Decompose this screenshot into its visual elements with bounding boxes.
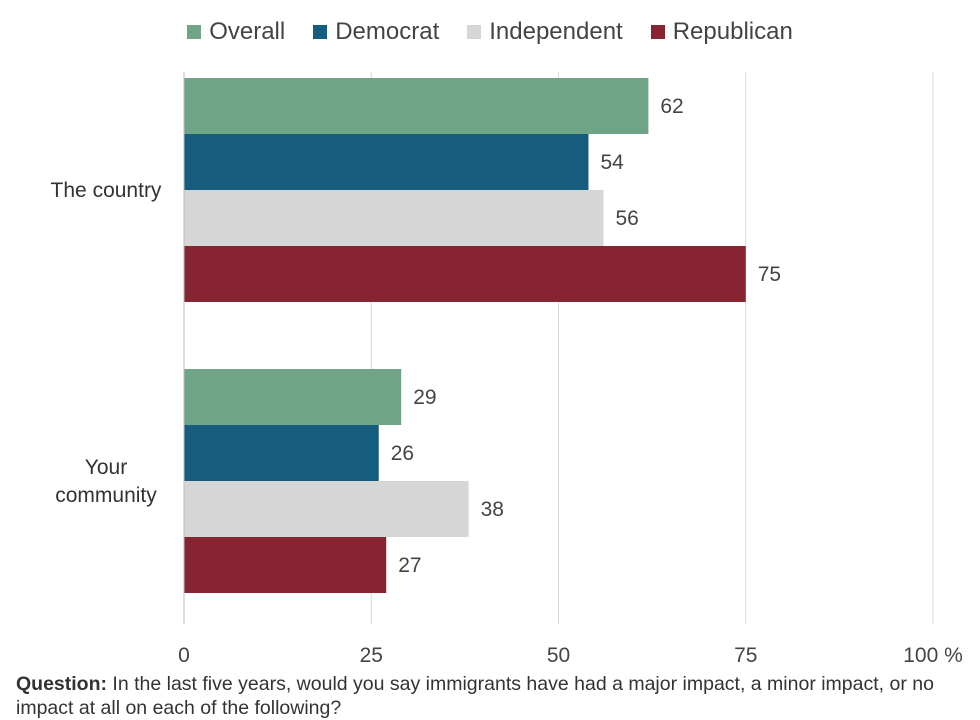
bar-independent: [184, 481, 469, 537]
legend-item-overall: Overall: [187, 18, 285, 46]
legend-swatch: [313, 25, 328, 39]
x-tick-label: 0: [178, 644, 190, 667]
chart-plot: 0 25 50 75 100 % 62 54 56 75 The country 29 26 38 27 Y…: [51, 72, 963, 667]
bar-republican: [184, 246, 746, 302]
x-tick-label: 75: [734, 644, 757, 667]
category-label: The country: [51, 179, 162, 202]
legend-label: Independent: [489, 18, 623, 45]
bar-democrat: [184, 425, 379, 481]
question-footer: Question: In the last five years, would …: [16, 672, 966, 720]
x-tick-label: 50: [547, 644, 570, 667]
data-label: 27: [398, 554, 421, 577]
data-label: 26: [391, 442, 414, 465]
category-label: community: [55, 484, 157, 507]
legend-label: Republican: [672, 18, 793, 45]
bar-overall: [184, 78, 649, 134]
legend-item-republican: Republican: [650, 18, 793, 46]
data-label: 29: [413, 386, 436, 409]
data-label: 75: [758, 263, 781, 286]
legend: Overall Democrat Independent Republican: [0, 18, 980, 46]
data-label: 38: [481, 498, 504, 521]
x-tick-label: 25: [360, 644, 383, 667]
question-text: In the last five years, would you say im…: [16, 673, 934, 719]
bar-republican: [184, 537, 387, 593]
bar-independent: [184, 190, 604, 246]
x-tick-label: 100 %: [903, 644, 963, 667]
data-label: 56: [615, 207, 638, 230]
bar-democrat: [184, 134, 589, 190]
legend-label: Democrat: [335, 18, 440, 45]
legend-label: Overall: [209, 18, 286, 45]
legend-swatch: [650, 25, 665, 39]
legend-item-independent: Independent: [467, 18, 623, 46]
legend-swatch: [467, 25, 482, 39]
legend-swatch: [187, 25, 202, 39]
question-label: Question:: [16, 673, 107, 695]
bar-overall: [184, 369, 402, 425]
chart: Overall Democrat Independent Republican 0 25…: [0, 18, 980, 667]
category-label: Your: [85, 456, 127, 479]
data-label: 62: [660, 95, 683, 118]
legend-item-democrat: Democrat: [313, 18, 439, 46]
data-label: 54: [600, 151, 624, 174]
